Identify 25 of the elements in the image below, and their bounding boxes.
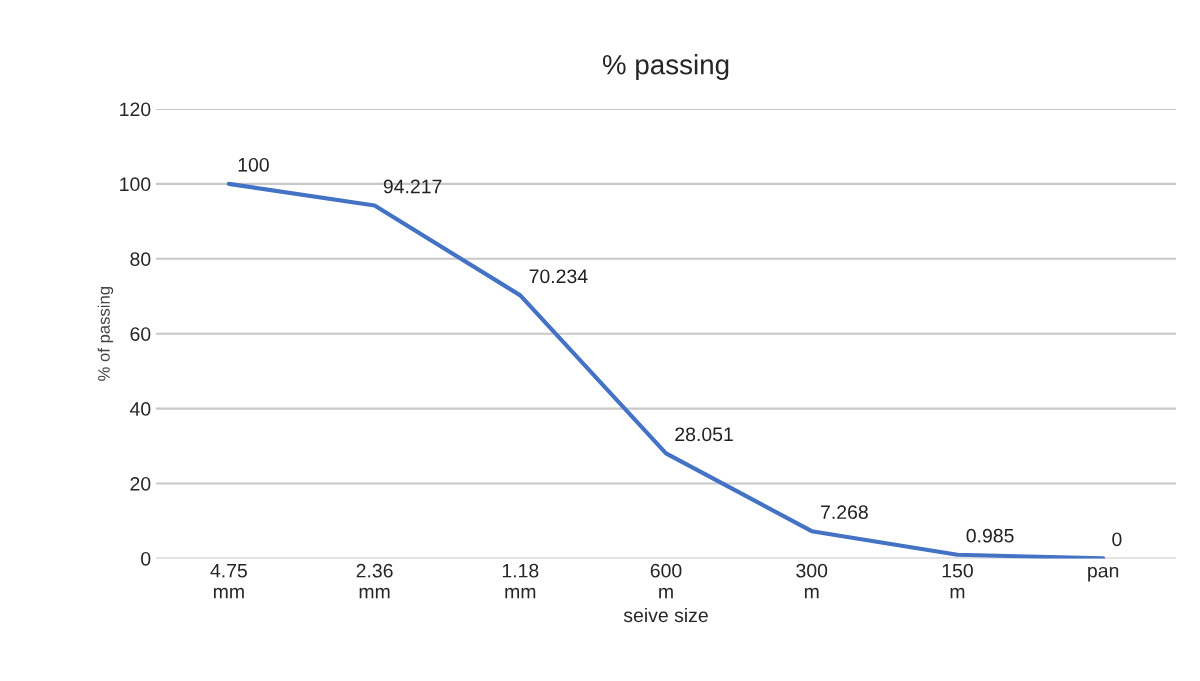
chart-title: % passing (602, 54, 729, 80)
x-tick-label: 4.75 mm (210, 564, 247, 599)
data-label: 7.268 (821, 505, 868, 520)
y-axis-title: % of passing (97, 287, 114, 381)
data-label: 100 (238, 157, 269, 172)
y-tick-label: 100 (120, 177, 151, 192)
x-tick-label: pan (1088, 566, 1119, 582)
line-series (226, 181, 1106, 559)
x-tick-label: 1.18 mm (502, 563, 539, 599)
y-tick-label: 20 (130, 476, 151, 491)
y-tick-label: 80 (130, 252, 151, 267)
y-tick-label: 0 (141, 551, 151, 566)
data-label: 28.051 (675, 427, 733, 442)
data-label: 0.985 (966, 528, 1014, 543)
y-tick-label: 40 (129, 402, 151, 416)
x-tick-label: 300 m (796, 563, 828, 599)
x-axis-title: seive size (623, 607, 708, 623)
y-tick-label: 60 (130, 327, 151, 341)
data-label: 70.234 (529, 269, 588, 284)
x-tick-label: 600 m (650, 563, 682, 599)
data-label: 0 (1112, 532, 1122, 547)
x-tick-label: 2.36 mm (356, 563, 393, 599)
data-label: 94.217 (383, 179, 442, 194)
y-tick-label: 120 (120, 102, 151, 117)
x-tick-label: 150 m (942, 563, 973, 599)
